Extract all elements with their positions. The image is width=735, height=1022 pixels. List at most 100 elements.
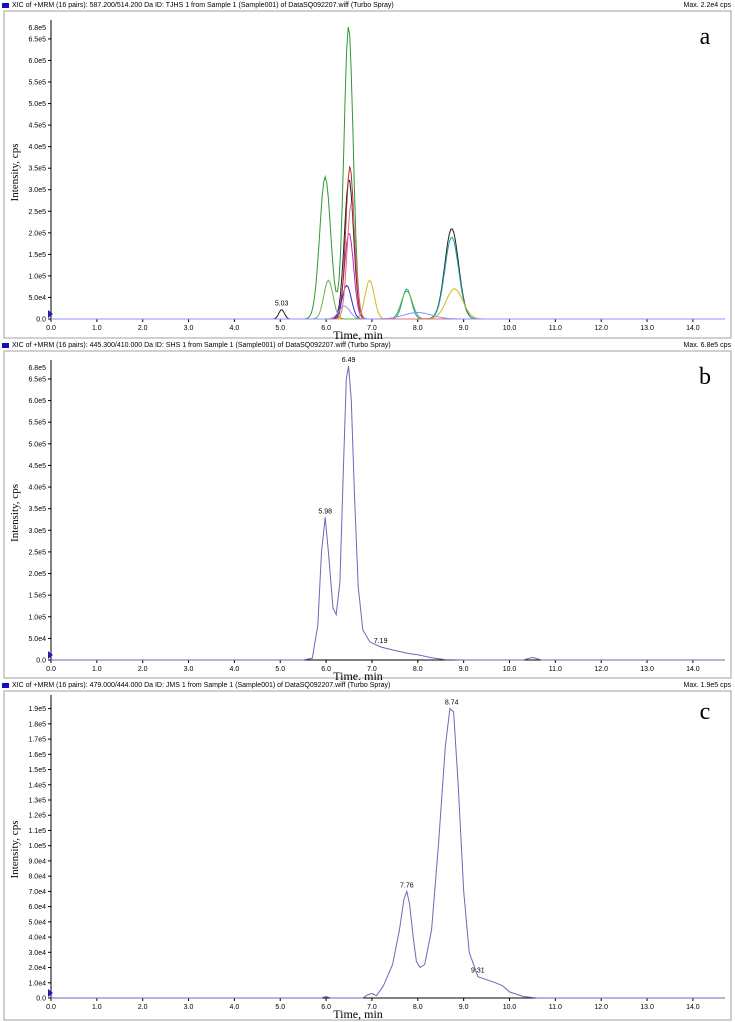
x-tick-label: 3.0	[184, 666, 194, 673]
x-tick-label: 11.0	[549, 1004, 562, 1011]
y-tick-label: 5.0e5	[28, 101, 46, 108]
x-tick-label: 11.0	[549, 325, 562, 332]
y-tick-label: 1.5e5	[28, 767, 46, 774]
y-tick-label: 4.5e5	[28, 463, 46, 470]
chart-svg: 0.0 1.0e4 2.0e4 3.0e4 4.0e4 5.0e4 6.0e4 7.0e4 8.…	[3, 690, 732, 1021]
y-tick-label: 2.5e5	[28, 209, 46, 216]
y-axis-label: Intensity, cps	[9, 821, 21, 879]
series-line-7	[51, 279, 725, 320]
x-tick-label: 8.0	[413, 325, 423, 332]
y-tick-label: 1.8e5	[28, 721, 46, 728]
max-intensity-label: Max. 2.2e4 cps	[683, 2, 731, 9]
series-line-8	[51, 284, 725, 320]
peak-label: 7.76	[400, 882, 414, 889]
y-tick-label: 6.0e5	[28, 58, 46, 65]
y-top-label: 6.8e5	[28, 25, 46, 32]
x-tick-label: 6.0	[321, 666, 331, 673]
x-axis-label: Time, min	[333, 669, 383, 683]
y-tick-label: 1.5e5	[28, 593, 46, 600]
y-tick-label: 4.0e4	[28, 935, 46, 942]
x-tick-label: 4.0	[230, 666, 240, 673]
x-tick-label: 6.0	[321, 1004, 331, 1011]
x-tick-label: 6.0	[321, 325, 331, 332]
y-tick-label: 5.0e5	[28, 441, 46, 448]
y-tick-label: 1.9e5	[28, 706, 46, 713]
chromatogram-panel-a: XIC of +MRM (16 pairs): 587.200/514.200 …	[0, 0, 735, 342]
y-tick-label: 0.0	[36, 658, 46, 665]
y-tick-label: 6.5e5	[28, 36, 46, 43]
y-tick-label: 5.0e4	[28, 636, 46, 643]
x-tick-label: 13.0	[640, 325, 654, 332]
y-tick-label: 3.0e4	[28, 950, 46, 957]
window-icon	[2, 343, 9, 348]
x-tick-label: 7.0	[367, 1004, 377, 1011]
series-line-1	[51, 707, 725, 999]
x-axis-label: Time, min	[333, 328, 383, 342]
x-tick-label: 0.0	[46, 666, 56, 673]
x-tick-label: 0.0	[46, 325, 56, 332]
peak-label: 6.49	[342, 357, 356, 364]
x-tick-label: 4.0	[230, 1004, 240, 1011]
x-tick-label: 5.0	[275, 325, 285, 332]
y-tick-label: 6.0e5	[28, 398, 46, 405]
x-tick-label: 10.0	[503, 325, 517, 332]
panel-letter: a	[700, 24, 711, 50]
y-tick-label: 7.0e4	[28, 889, 46, 896]
x-tick-label: 13.0	[640, 1004, 654, 1011]
window-icon	[2, 683, 9, 688]
y-tick-label: 5.5e5	[28, 420, 46, 427]
y-tick-label: 4.5e5	[28, 123, 46, 130]
y-tick-label: 5.0e4	[28, 295, 46, 302]
x-tick-label: 4.0	[230, 325, 240, 332]
panel-header: XIC of +MRM (16 pairs): 445.300/410.000 …	[0, 340, 735, 351]
y-tick-label: 1.0e5	[28, 614, 46, 621]
x-tick-label: 14.0	[686, 1004, 700, 1011]
y-tick-label: 4.0e5	[28, 144, 46, 151]
x-tick-label: 12.0	[594, 1004, 608, 1011]
peak-label: 9.31	[471, 968, 485, 975]
x-tick-label: 7.0	[367, 325, 377, 332]
max-intensity-label: Max. 1.9e5 cps	[683, 682, 731, 689]
series-line-2	[51, 179, 725, 320]
y-tick-label: 1.3e5	[28, 798, 46, 805]
peak-label: 5.03	[275, 301, 289, 308]
y-tick-label: 2.0e5	[28, 571, 46, 578]
y-tick-label: 1.7e5	[28, 737, 46, 744]
x-tick-label: 14.0	[686, 325, 700, 332]
baseline-marker-icon	[48, 651, 53, 659]
panel-header: XIC of +MRM (16 pairs): 479.000/444.000 …	[0, 680, 735, 691]
x-tick-label: 10.0	[503, 1004, 517, 1011]
x-tick-label: 1.0	[92, 666, 102, 673]
chart-svg: 0.0 5.0e4 1.0e5 1.5e5 2.0e5 2.5e5 3.0e5 3.5e5 4.…	[3, 10, 732, 342]
baseline-marker-icon	[48, 310, 53, 318]
peak-label: 7.19	[374, 638, 388, 645]
x-tick-label: 5.0	[275, 666, 285, 673]
x-tick-label: 13.0	[640, 666, 654, 673]
y-tick-label: 3.0e5	[28, 187, 46, 194]
y-tick-label: 0.0	[36, 317, 46, 324]
series-line-9	[51, 202, 725, 320]
panel-letter: c	[700, 699, 711, 725]
panel-header-text: XIC of +MRM (16 pairs): 479.000/444.000 …	[12, 682, 391, 689]
series-line-5	[51, 166, 725, 320]
x-tick-label: 12.0	[594, 325, 608, 332]
y-tick-label: 2.0e4	[28, 965, 46, 972]
y-tick-label: 5.0e4	[28, 919, 46, 926]
series-line-1	[51, 27, 725, 320]
y-tick-label: 4.0e5	[28, 485, 46, 492]
series-line-3	[51, 236, 725, 320]
x-tick-label: 0.0	[46, 1004, 56, 1011]
x-tick-label: 5.0	[275, 1004, 285, 1011]
y-tick-label: 8.0e4	[28, 874, 46, 881]
panel-header: XIC of +MRM (16 pairs): 587.200/514.200 …	[0, 0, 735, 11]
y-tick-label: 1.1e5	[28, 828, 46, 835]
peak-label: 8.74	[445, 700, 459, 707]
x-tick-label: 11.0	[549, 666, 562, 673]
panel-frame	[3, 350, 732, 679]
baseline-marker-icon	[48, 989, 53, 997]
x-tick-label: 1.0	[92, 1004, 102, 1011]
y-tick-label: 1.2e5	[28, 813, 46, 820]
y-tick-label: 1.6e5	[28, 752, 46, 759]
series-line-10	[51, 305, 725, 320]
